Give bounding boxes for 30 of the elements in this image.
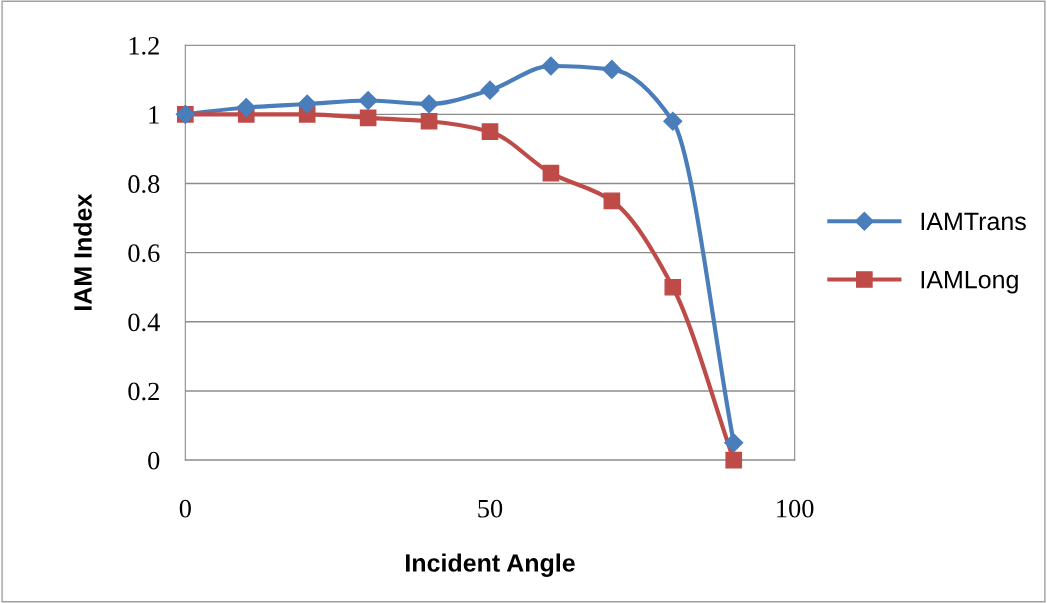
y-tick-label: 0.6 [128,244,160,263]
y-tick-label: 0.4 [128,313,160,332]
x-tick-label: 0 [179,499,191,518]
y-tick-label: 1 [149,106,159,124]
point [724,433,744,453]
point [359,109,377,127]
y-tick-label: 0.8 [128,175,160,194]
x-tick-label: 100 [777,499,814,518]
x-tick-label: 50 [478,499,503,518]
point [236,97,256,117]
y-tick-label: 0 [148,451,160,470]
legend-label: IAMTrans [921,212,1026,231]
point [663,111,683,131]
x-axis-title: Incident Angle [406,553,575,577]
point [420,112,438,130]
point [480,80,500,100]
point [725,451,743,469]
point [481,123,499,140]
point [358,91,378,111]
point [297,94,317,114]
point [541,56,561,76]
point [542,164,560,182]
point [419,94,439,114]
y-axis-title: IAM Index [73,193,92,311]
point [602,59,622,79]
point [664,278,682,296]
point [603,192,621,210]
legend-label: IAMLong [921,271,1018,294]
y-tick-label: 1.2 [129,36,159,55]
y-tick-label: 0.2 [128,382,159,401]
